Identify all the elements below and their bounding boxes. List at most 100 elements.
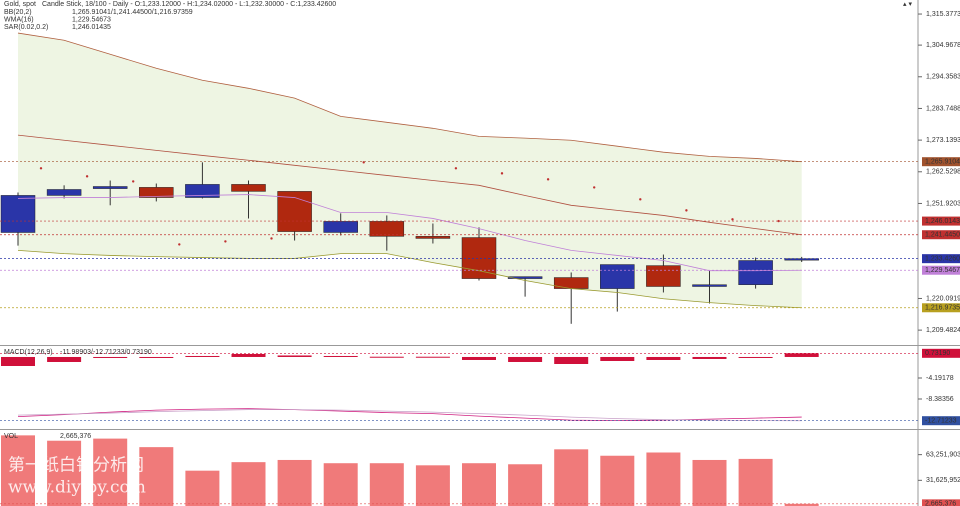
macd-bar — [600, 356, 635, 361]
macd-bar — [369, 356, 404, 358]
y-tick-label: 1,273.13938 — [926, 137, 960, 144]
volume-bar — [185, 470, 220, 506]
sar-dot — [593, 186, 596, 189]
candle-body — [185, 184, 220, 198]
volume-bar — [554, 449, 589, 506]
price-label-box — [922, 499, 960, 506]
sar-dot — [546, 178, 550, 181]
price-label: 1,241.44500 — [925, 232, 960, 239]
sar-dot — [454, 167, 458, 170]
macd-bar — [738, 356, 773, 358]
macd-bar — [185, 355, 220, 357]
price-label-box — [922, 303, 960, 313]
volume-bar — [93, 438, 128, 506]
sar-dot — [685, 209, 688, 212]
price-label: 1,265.91041 — [925, 159, 960, 166]
price-label-box — [922, 254, 960, 264]
indicator-readout: 1,265.91041/1,241.44500/1,216.97359 — [72, 9, 193, 16]
chart-title: Gold, spot — [4, 1, 36, 8]
sar-dot — [132, 180, 135, 183]
price-label: 2,665,376 — [925, 501, 956, 506]
price-label: 1,233.42600 — [925, 256, 960, 263]
price-label-box — [922, 230, 960, 240]
price-label: 1,229.54673 — [925, 267, 960, 274]
macd-bar — [554, 356, 589, 364]
sar-dot — [270, 237, 273, 240]
candle-body — [415, 236, 451, 239]
pane-readout: 2,665,376 — [60, 433, 91, 440]
volume-bar — [738, 458, 773, 506]
volume-bar — [692, 459, 727, 506]
indicator-line — [17, 134, 802, 236]
candle-body — [139, 187, 174, 198]
macd-bar — [508, 356, 543, 362]
price-label: 1,246.01435 — [925, 218, 960, 225]
candle-body — [646, 265, 681, 287]
candle-body — [692, 284, 727, 287]
volume-bar — [323, 463, 358, 506]
sar-dot — [39, 167, 43, 170]
candle-body — [323, 221, 358, 233]
volume-bar — [415, 465, 450, 506]
y-tick-label: -8.38356 — [926, 396, 954, 403]
volume-bar — [1, 435, 35, 506]
y-tick-label: 1,304.96786 — [926, 42, 960, 49]
macd-bar — [93, 356, 128, 358]
pane-control[interactable]: ▴ ▾ — [903, 1, 912, 8]
candle-body — [0, 195, 36, 233]
macd-bar — [462, 356, 496, 360]
volume-bar — [369, 463, 404, 506]
volume-bar — [139, 447, 174, 506]
candle-body — [277, 191, 312, 232]
indicator-readout: 1,229.54673 — [72, 16, 111, 23]
pane-title: VOL — [4, 433, 18, 440]
sar-dot — [85, 175, 89, 178]
candle-body — [369, 221, 405, 237]
macd-bar — [1, 356, 35, 366]
volume-bar — [508, 464, 543, 506]
indicator-name: SAR(0.02,0.2) — [4, 24, 48, 31]
band-fill — [18, 33, 802, 308]
macd-bar — [47, 356, 82, 362]
sar-dot — [777, 219, 780, 223]
volume-bar — [231, 462, 266, 506]
macd-bar — [646, 356, 681, 360]
indicator-name: WMA(16) — [4, 16, 34, 23]
y-tick-label: 1,294.35837 — [926, 74, 960, 81]
price-label-box — [922, 416, 960, 426]
indicator-readout: 1,246.01435 — [72, 24, 111, 31]
volume-bar — [462, 463, 496, 506]
price-label-box — [922, 348, 960, 358]
y-tick-label: 31,625,952 — [926, 477, 960, 484]
sar-dot — [731, 218, 734, 221]
price-label-box — [922, 157, 960, 167]
macd-line — [17, 409, 802, 422]
y-tick-label: 1,262.52989 — [926, 169, 960, 176]
y-tick-label: 1,251.92039 — [926, 200, 960, 207]
volume-bar — [600, 455, 635, 506]
y-tick-label: 63,251,903 — [926, 451, 960, 458]
candle-body — [553, 277, 589, 289]
macd-bar — [692, 356, 727, 359]
sar-dot — [178, 243, 181, 246]
pane-readout: -11.98903/-12.71233/0.73190 — [60, 349, 152, 356]
candle-body — [461, 237, 497, 279]
candle-body — [46, 189, 82, 196]
y-tick-label: 1,283.74888 — [926, 105, 960, 112]
candle-body — [600, 264, 635, 289]
candle-body — [738, 260, 773, 285]
macd-bar — [231, 353, 266, 357]
pane-controls[interactable]: ▴ ▾ — [903, 1, 912, 8]
y-tick-label: 1,315.37736 — [926, 11, 960, 18]
sar-dot — [500, 172, 504, 175]
sar-dot — [224, 240, 227, 243]
watermark: www.diyiby.com — [8, 478, 146, 498]
indicator-line — [17, 32, 802, 163]
price-label-box — [922, 265, 960, 275]
macd-bar — [323, 355, 358, 357]
y-tick-label: -4.19178 — [926, 375, 954, 382]
price-label: 0.73190 — [925, 350, 950, 357]
